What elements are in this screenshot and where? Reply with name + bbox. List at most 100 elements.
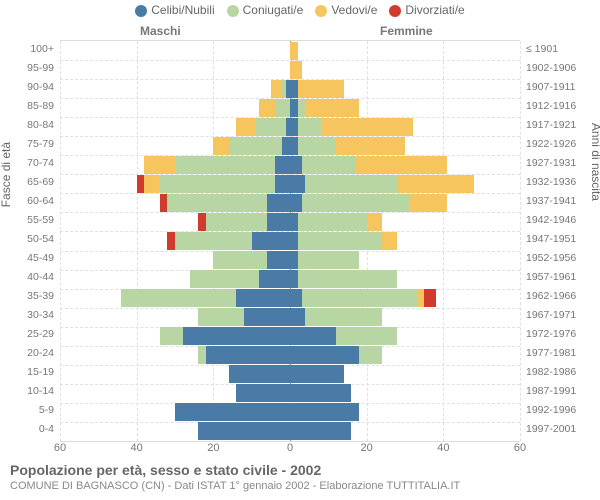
birth-year-label: 1962-1966 [522,291,598,302]
segment-widowed [236,118,255,136]
male-bar [198,422,290,440]
legend-label: Coniugati/e [243,3,304,17]
segment-widowed [355,156,447,174]
male-bar [236,384,290,402]
age-label: 15-19 [0,367,58,378]
pyramid-row [60,289,520,307]
legend-item: Divorziati/e [389,3,464,17]
male-bar [198,346,290,364]
segment-married [229,137,283,155]
legend-swatch [227,5,239,17]
legend-item: Coniugati/e [227,3,304,17]
age-label: 45-49 [0,253,58,264]
birth-year-label: 1997-2001 [522,424,598,435]
chart-title: Popolazione per età, sesso e stato civil… [10,462,321,478]
legend-label: Vedovi/e [331,3,377,17]
pyramid-row [60,422,520,440]
birth-year-label: 1957-1961 [522,272,598,283]
segment-widowed [367,213,382,231]
segment-single [275,156,290,174]
birth-year-label: ≤ 1901 [522,44,598,55]
age-label: 65-69 [0,177,58,188]
age-label: 80-84 [0,120,58,131]
segment-married [256,118,287,136]
segment-married [298,270,398,288]
segment-single [290,156,302,174]
segment-widowed [213,137,228,155]
birth-year-label: 1952-1956 [522,253,598,264]
age-label: 35-39 [0,291,58,302]
pyramid-row [60,365,520,383]
segment-married [359,346,382,364]
female-bar [290,80,344,98]
segment-married [190,270,259,288]
legend-item: Vedovi/e [315,3,377,17]
age-label: 40-44 [0,272,58,283]
segment-single [236,384,290,402]
x-tick-label: 60 [514,442,526,454]
age-label: 90-94 [0,82,58,93]
female-header: Femmine [380,24,433,38]
pyramid-row [60,213,520,231]
segment-widowed [397,175,474,193]
age-label: 10-14 [0,386,58,397]
age-label: 70-74 [0,158,58,169]
segment-married [302,156,356,174]
age-labels: 100+95-9990-9485-8980-8475-7970-7465-696… [0,40,58,440]
female-bar [290,384,351,402]
segment-single [290,213,298,231]
legend: Celibi/Nubili Coniugati/e Vedovi/e Divorzia… [0,3,600,17]
segment-single [252,232,290,250]
birth-year-label: 1927-1931 [522,158,598,169]
segment-married [213,251,267,269]
female-bar [290,270,397,288]
segment-single [290,175,305,193]
male-bar [198,213,290,231]
x-tick-label: 20 [207,442,219,454]
segment-single [236,289,290,307]
legend-item: Celibi/Nubili [135,3,214,17]
legend-swatch [389,5,401,17]
segment-single [175,403,290,421]
x-axis: 6040200204060 [60,442,520,458]
pyramid-row [60,403,520,421]
segment-widowed [409,194,447,212]
segment-widowed [382,232,397,250]
pyramid-row [60,99,520,117]
pyramid-row [60,194,520,212]
age-label: 25-29 [0,329,58,340]
male-bar [160,327,290,345]
pyramid-row [60,346,520,364]
birth-year-label: 1987-1991 [522,386,598,397]
female-bar [290,251,359,269]
female-bar [290,232,397,250]
female-bar [290,156,447,174]
pyramid-row [60,384,520,402]
pyramid-row [60,42,520,60]
male-bar [190,270,290,288]
pyramid-row [60,137,520,155]
segment-single [206,346,290,364]
pyramid-row [60,175,520,193]
male-bar [213,251,290,269]
segment-married [302,289,417,307]
male-bar [198,308,290,326]
female-bar [290,99,359,117]
segment-widowed [271,80,283,98]
birth-year-label: 1907-1911 [522,82,598,93]
female-bar [290,422,351,440]
segment-married [336,327,397,345]
segment-single [282,137,290,155]
x-tick-label: 0 [287,442,293,454]
age-label: 95-99 [0,63,58,74]
segment-married [160,175,275,193]
female-bar [290,327,397,345]
segment-single [290,137,298,155]
male-bar [121,289,290,307]
birth-year-label: 1967-1971 [522,310,598,321]
birth-year-label: 1917-1921 [522,120,598,131]
female-bar [290,175,474,193]
segment-married [298,137,336,155]
pyramid-row [60,156,520,174]
male-bar [213,137,290,155]
